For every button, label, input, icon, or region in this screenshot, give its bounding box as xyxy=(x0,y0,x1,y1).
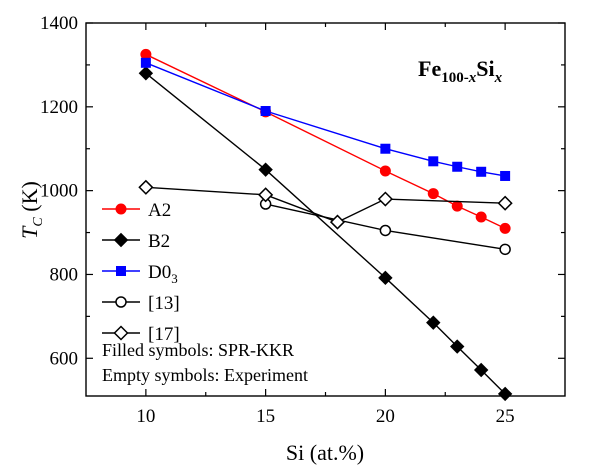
data-point xyxy=(499,222,511,234)
series-3 xyxy=(259,198,511,256)
data-point xyxy=(428,156,439,167)
data-point xyxy=(426,315,441,330)
formula-fe: Fe xyxy=(418,56,441,81)
data-point xyxy=(450,339,465,354)
data-point xyxy=(379,165,391,177)
legend: A2 B2 D03 [13] [17] xyxy=(102,200,180,345)
data-point xyxy=(500,170,511,181)
legend-label-main: A2 xyxy=(148,200,171,221)
data-point xyxy=(452,161,463,172)
y-tick-label: 1400 xyxy=(40,13,78,34)
legend-label-main: [17] xyxy=(148,324,180,345)
legend-label-main: D0 xyxy=(148,262,171,283)
legend-label-main: B2 xyxy=(148,231,170,252)
ticks xyxy=(86,22,565,396)
data-point xyxy=(378,270,393,286)
data-point xyxy=(377,191,393,207)
tick-labels: 10 15 20 25 600 800 1000 1200 1400 xyxy=(40,13,515,427)
y-tick-label: 1000 xyxy=(40,181,78,202)
data-point xyxy=(260,106,271,117)
data-point xyxy=(140,57,151,68)
legend-marker xyxy=(113,232,129,248)
data-point xyxy=(138,179,154,195)
formula-fe-sub: 100- xyxy=(441,70,469,86)
legend-label: D03 xyxy=(148,262,178,286)
y-axis-title: TC (K) xyxy=(17,181,46,239)
formula-label: Fe100-xSix xyxy=(418,56,503,86)
legend-label: [13] xyxy=(148,293,180,314)
legend-marker xyxy=(116,266,126,276)
series-1 xyxy=(138,66,513,402)
formula-fe-sub-var: x xyxy=(468,70,477,86)
legend-marker xyxy=(113,325,129,341)
x-tick-label: 20 xyxy=(376,406,395,427)
x-tick-label: 10 xyxy=(136,406,155,427)
legend-label: [17] xyxy=(148,324,180,345)
data-point xyxy=(138,66,154,81)
series-layer xyxy=(138,48,513,402)
data-point xyxy=(497,386,513,402)
data-point xyxy=(497,195,513,211)
annotation-empty: Empty symbols: Experiment xyxy=(102,365,308,385)
legend-item-2: D03 xyxy=(102,262,178,286)
legend-item-3: [13] xyxy=(102,293,180,314)
y-axis-title-unit: (K) xyxy=(17,181,42,217)
annotation-filled: Filled symbols: SPR-KKR xyxy=(102,340,294,360)
data-point xyxy=(379,224,392,237)
legend-item-0: A2 xyxy=(102,200,171,221)
data-point xyxy=(258,187,274,203)
data-point xyxy=(329,214,346,230)
legend-label-main: [13] xyxy=(148,293,180,314)
y-axis-title-subscript: C xyxy=(31,217,46,227)
x-tick-label: 25 xyxy=(496,406,515,427)
data-point xyxy=(427,188,439,200)
y-tick-label: 800 xyxy=(50,264,79,285)
legend-marker xyxy=(115,203,127,215)
data-point xyxy=(475,211,487,223)
legend-item-4: [17] xyxy=(102,324,180,345)
formula-si: Si xyxy=(476,56,494,81)
data-point xyxy=(476,166,487,177)
y-axis-title-symbol: T xyxy=(17,225,42,239)
data-point xyxy=(473,362,489,378)
formula-si-sub: x xyxy=(494,70,503,86)
series-2 xyxy=(140,57,511,181)
legend-label: B2 xyxy=(148,231,170,252)
series-line xyxy=(145,186,506,223)
legend-marker xyxy=(115,296,127,308)
legend-item-1: B2 xyxy=(102,231,170,252)
x-axis-title: Si (at.%) xyxy=(286,440,364,465)
data-point xyxy=(499,243,511,256)
x-tick-label: 15 xyxy=(256,406,275,427)
data-point xyxy=(258,162,273,177)
legend-label-subscript: 3 xyxy=(171,271,178,286)
legend-label: A2 xyxy=(148,200,171,221)
y-tick-label: 1200 xyxy=(40,97,78,118)
y-tick-label: 600 xyxy=(50,348,79,369)
data-point xyxy=(380,143,391,154)
series-4 xyxy=(138,179,513,230)
data-point xyxy=(451,200,463,212)
